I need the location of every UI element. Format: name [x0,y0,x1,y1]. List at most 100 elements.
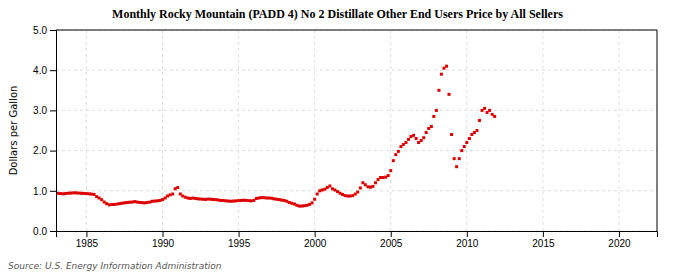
point [453,157,456,160]
grid-line-y [56,110,657,111]
point [120,202,123,205]
point [486,111,489,114]
point [481,109,484,112]
point [425,131,428,134]
point [402,143,405,146]
point [364,183,367,186]
point [82,192,85,195]
point [171,193,174,196]
x-tick-label: 2015 [532,238,555,249]
point [169,193,172,196]
point [397,150,400,153]
frame-right [657,30,658,231]
point [422,136,425,139]
x-tick-label: 2000 [304,238,327,249]
x-tick-mark [315,231,316,237]
y-tick: 3.0 [33,105,56,116]
point [265,197,268,200]
grid-line-y [56,150,657,151]
title: Monthly Rocky Mountain (PADD 4) No 2 Dis… [112,7,563,21]
point [288,201,291,204]
x-tick-mark [619,231,620,237]
point [440,73,443,76]
point [366,185,369,188]
point [268,197,271,200]
point [161,198,164,201]
y-tick: 2.0 [33,145,56,156]
y-tick-mark [50,191,56,192]
point [415,137,418,140]
points [57,65,496,208]
point [184,196,187,199]
frame-top [56,30,657,31]
y-tick-mark [50,70,56,71]
point [458,157,461,160]
point [153,200,156,203]
point [105,202,108,205]
y-tick-label: 3.0 [33,105,47,116]
point [176,186,179,189]
grid-line-x [390,30,391,231]
grid-line-x [86,30,87,231]
point [143,201,146,204]
y-tick-mark [50,151,56,152]
point [131,201,134,204]
y-tick-label: 1.0 [33,186,47,197]
y-axis-line [50,31,57,232]
point [349,195,352,198]
point [351,194,354,197]
point [313,198,316,201]
grid-line-x [618,30,619,231]
point [136,201,139,204]
point [67,192,70,195]
point [326,186,329,189]
point [470,133,473,136]
point [374,181,377,184]
point [306,204,309,207]
y-axis: 0.01.02.03.04.05.0 [33,25,56,237]
point [62,192,65,195]
point [404,141,407,144]
grid-line-x [314,30,315,231]
y-axis-title: Dollars per Gallon [8,86,19,176]
point [298,205,301,208]
point [219,199,222,202]
x-tick: 2005 [380,231,403,249]
point [303,204,306,207]
grid-line-y [56,70,657,71]
x-axis-line [57,232,658,238]
point [196,197,199,200]
x-tick-mark [163,231,164,237]
point [341,193,344,196]
point [290,202,293,205]
point [166,195,169,198]
grid [56,30,657,231]
point [473,131,476,134]
point [392,159,395,162]
y-tick-mark [50,231,56,232]
point [123,201,126,204]
x-tick-label: 1985 [76,238,99,249]
point [245,199,248,202]
x-tick-label: 2005 [380,238,403,249]
point [158,199,161,202]
point [417,141,420,144]
point [420,139,423,142]
point [227,200,230,203]
grid-line-y [56,30,657,31]
point [465,141,468,144]
x-tick-label: 2010 [456,238,479,249]
point [275,198,278,201]
point [356,191,359,194]
point [321,188,324,191]
point [333,188,336,191]
point [128,201,131,204]
x-tick-label: 1990 [152,238,175,249]
plot-area: 198519901995200020052010201520200.01.02.… [33,25,657,249]
point [85,192,88,195]
point [448,93,451,96]
point [435,109,438,112]
point [478,119,481,122]
grid-line-x [466,30,467,231]
point [387,174,390,177]
